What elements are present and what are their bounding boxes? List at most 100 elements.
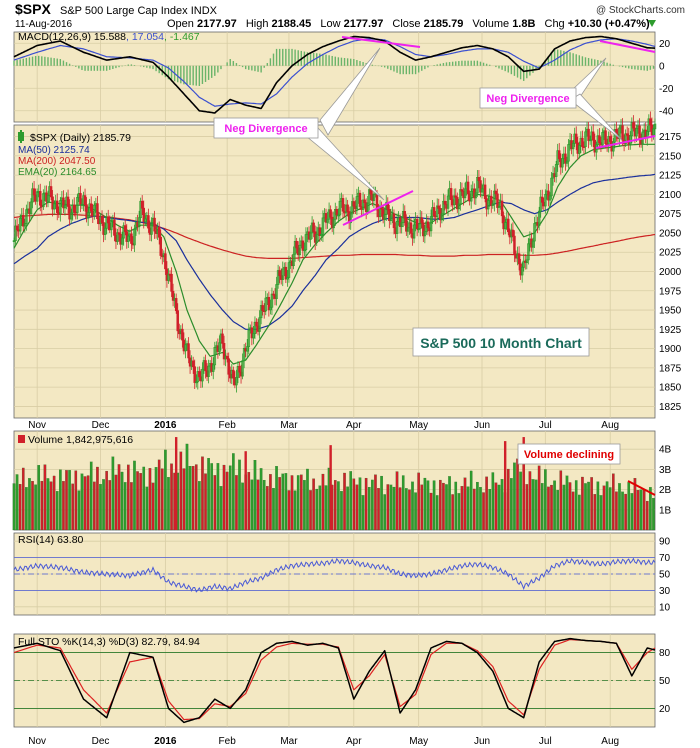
macd-histogram-bar — [451, 61, 454, 66]
macd-histogram-bar — [411, 65, 414, 75]
macd-histogram-bar — [516, 65, 519, 78]
macd-histogram-bar — [563, 50, 565, 66]
volume-bar — [62, 481, 65, 531]
price-candle — [18, 217, 22, 232]
volume-bar — [18, 484, 22, 531]
macd-histogram-bar — [309, 52, 312, 66]
macd-histogram-bar — [340, 57, 343, 66]
macd-histogram-bar — [581, 56, 584, 66]
volume-bar — [275, 466, 278, 531]
price-candle — [446, 195, 450, 209]
price-y-tick-label: 1875 — [659, 363, 682, 374]
price-candle — [420, 217, 424, 224]
volume-bar — [652, 498, 655, 531]
volume-bar — [361, 495, 365, 531]
callout-box — [479, 87, 577, 109]
macd-histogram-bar — [226, 62, 228, 66]
price-candle — [491, 203, 495, 206]
price-candle — [456, 196, 459, 210]
price-candle — [222, 343, 226, 360]
price-candle — [531, 240, 535, 248]
price-candle — [422, 222, 425, 237]
macd-histogram-bar — [458, 61, 460, 66]
volume-bar — [472, 488, 476, 531]
price-candle — [204, 360, 207, 372]
macd-histogram-bar — [121, 65, 123, 67]
price-candle — [337, 214, 340, 217]
macd-histogram-bar — [99, 65, 102, 71]
price-candle — [261, 305, 264, 311]
volume-bar — [247, 472, 251, 531]
volume-bar — [228, 465, 232, 531]
volume-bar — [154, 467, 158, 531]
price-candle — [51, 196, 54, 210]
volume-bar — [49, 481, 53, 531]
macd-histogram-bar — [408, 65, 411, 75]
volume-bar — [281, 473, 285, 531]
macd-histogram-bar — [353, 59, 355, 66]
volume-bar — [318, 485, 322, 531]
volume-bar — [420, 484, 424, 531]
volume-bar — [312, 478, 315, 531]
volume-bar — [371, 479, 374, 531]
volume-bar — [513, 462, 516, 531]
price-candle — [164, 253, 167, 270]
price-candle — [490, 195, 493, 206]
macd-histogram-bar — [269, 58, 272, 66]
macd-histogram-bar — [266, 63, 269, 66]
volume-bar — [126, 464, 130, 531]
volume-bar — [584, 483, 587, 531]
macd-histogram-bar — [424, 65, 426, 70]
price-candle — [437, 205, 441, 209]
month-label-bottom: Mar — [280, 736, 298, 747]
price-candle — [276, 270, 280, 285]
macd-histogram-bar — [603, 61, 605, 66]
callout-box — [517, 443, 621, 465]
volume-bar — [645, 500, 649, 531]
price-candle — [326, 218, 329, 223]
macd-histogram-bar — [164, 65, 167, 78]
symbol: $SPX — [15, 1, 51, 17]
volume-legend: Volume 1,842,975,616 — [28, 434, 133, 446]
price-candle — [267, 296, 271, 311]
volume-bar — [179, 451, 183, 531]
rsi-y-tick-label: 10 — [659, 602, 671, 613]
volume-bar — [278, 477, 281, 531]
macd-histogram-bar — [594, 59, 596, 66]
volume-bar — [383, 494, 386, 531]
price-candle — [513, 235, 516, 255]
volume-bar — [139, 473, 142, 531]
price-candle — [212, 364, 215, 372]
price-candle — [406, 227, 410, 232]
macd-histogram-bar — [550, 52, 553, 66]
macd-histogram-bar — [535, 65, 537, 71]
macd-histogram-bar — [405, 65, 408, 75]
macd-histogram-bar — [504, 65, 506, 72]
macd-histogram-bar — [433, 65, 435, 66]
price-candle — [449, 188, 453, 200]
volume-bar — [296, 475, 300, 531]
price-candle — [463, 188, 467, 199]
price-candle — [253, 321, 257, 335]
macd-histogram-bar — [383, 65, 386, 68]
volume-bar — [219, 486, 223, 531]
volume-bar — [108, 480, 112, 531]
price-candle — [213, 347, 217, 366]
volume-bar — [133, 460, 136, 531]
macd-histogram-bar — [544, 60, 547, 66]
price-y-tick-label: 1975 — [659, 286, 682, 297]
macd-histogram-bar — [235, 63, 238, 66]
price-candle — [269, 306, 272, 311]
price-candle — [409, 222, 413, 234]
price-candle — [493, 190, 496, 205]
price-legend-spx: $SPX (Daily) 2185.79 — [30, 132, 131, 144]
volume-bar — [454, 481, 458, 531]
volume-bar — [534, 479, 538, 531]
price-candle — [174, 298, 178, 312]
macd-histogram-bar — [198, 65, 201, 86]
month-label-top: Mar — [280, 420, 298, 431]
price-candle — [417, 228, 420, 231]
macd-histogram-bar — [618, 65, 621, 67]
macd-histogram-bar — [167, 65, 170, 80]
rsi-y-tick-label: 50 — [659, 570, 671, 581]
